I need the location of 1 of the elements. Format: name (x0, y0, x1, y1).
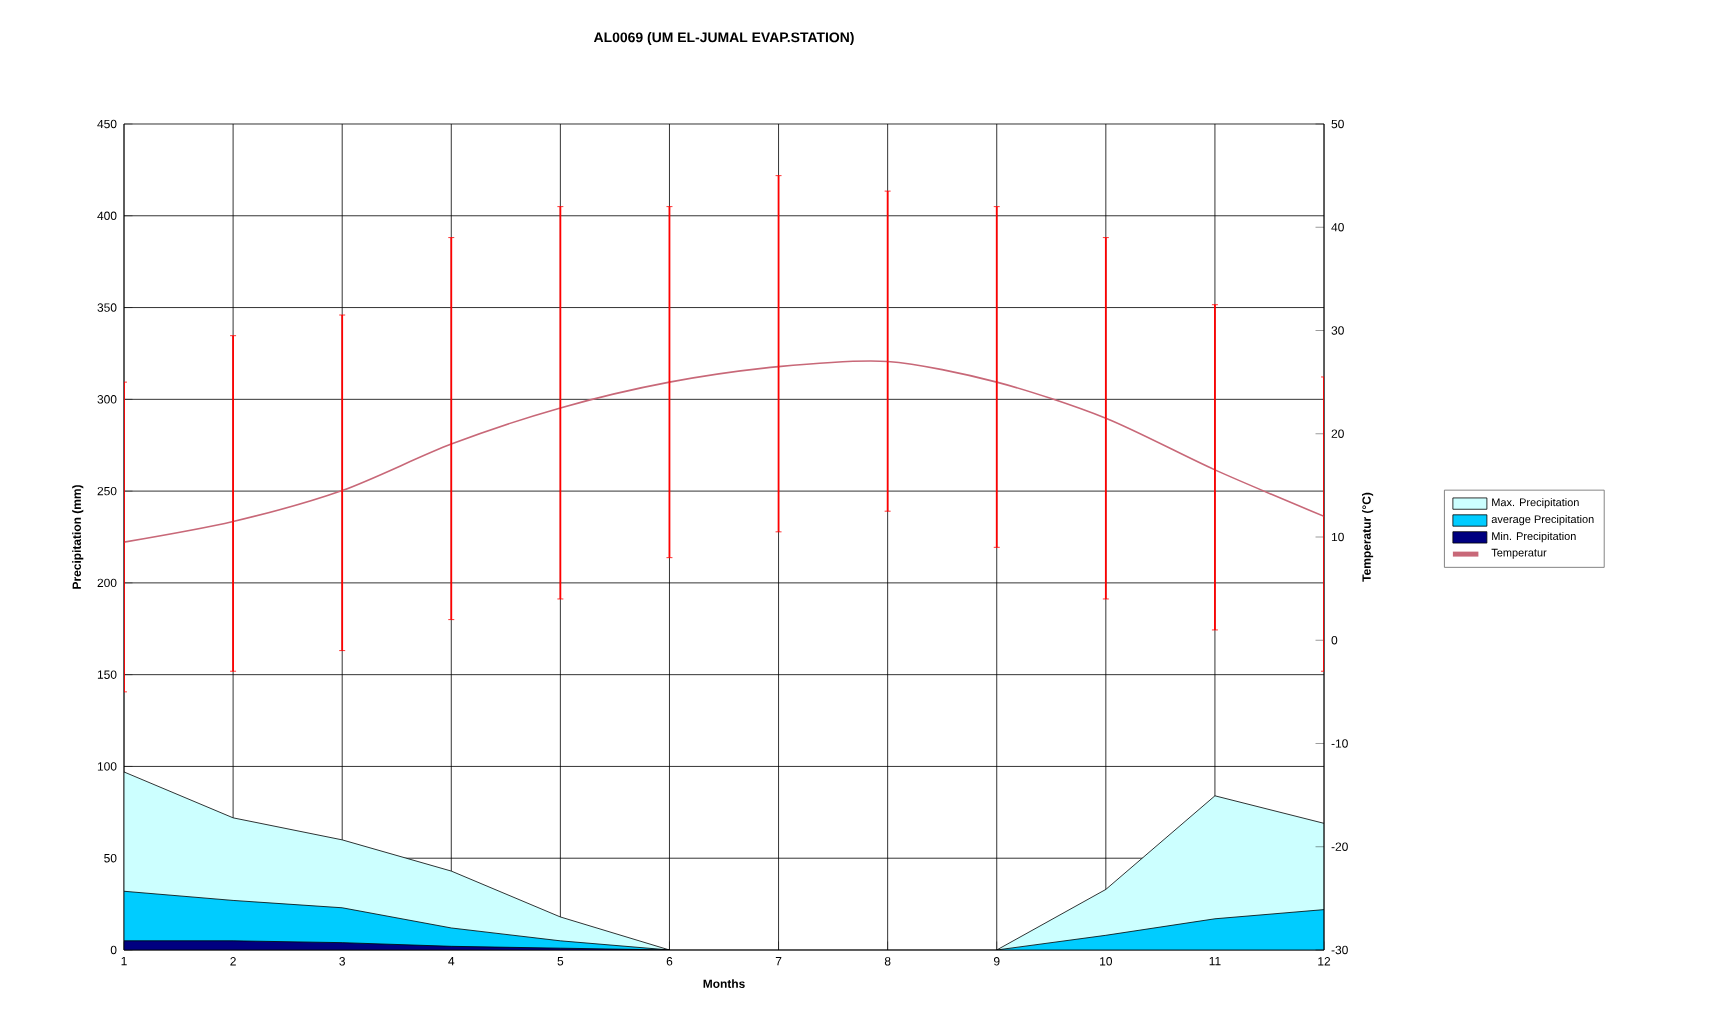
line-series (124, 360, 1325, 543)
